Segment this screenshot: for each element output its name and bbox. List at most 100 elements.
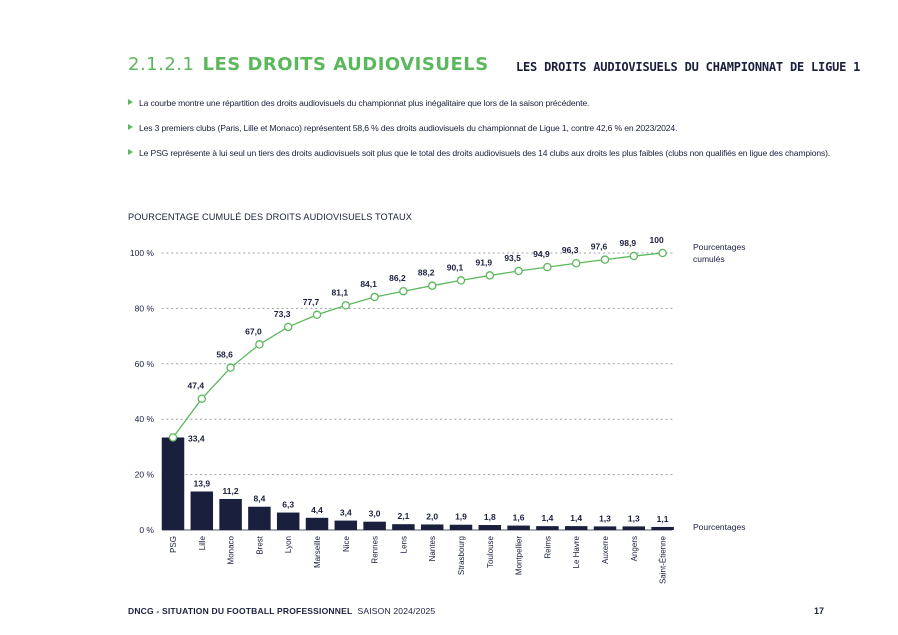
bar-value-label: 1,4	[570, 513, 582, 523]
cumulative-point	[283, 322, 293, 332]
bar	[507, 525, 530, 530]
bullet-text: Les 3 premiers clubs (Paris, Lille et Mo…	[139, 123, 678, 133]
category-label: Marseille	[313, 535, 322, 568]
bar	[161, 437, 185, 530]
cumulative-value-label: 81,1	[332, 287, 349, 297]
bar	[392, 524, 415, 530]
y-tick-label: 0 %	[139, 525, 154, 535]
bullet-text: Le PSG représente à lui seul un tiers de…	[139, 148, 831, 158]
cumulative-value-label: 96,3	[562, 245, 579, 255]
bar-value-label: 1,9	[455, 512, 467, 522]
category-label: Nice	[342, 535, 351, 552]
category-label: Toulouse	[486, 535, 495, 568]
bar	[651, 526, 674, 530]
y-tick-label: 80 %	[135, 303, 155, 313]
bar	[536, 526, 559, 530]
category-label: Lens	[399, 536, 408, 553]
bar	[248, 506, 271, 530]
cumulative-point	[399, 286, 408, 296]
cumulative-point	[658, 248, 667, 258]
bar	[564, 526, 588, 530]
bar-value-label: 2,0	[426, 511, 438, 521]
section-number: 2.1.2.1	[128, 54, 195, 75]
cumulative-point	[514, 266, 523, 276]
section-title: 2.1.2.1 LES DROITS AUDIOVISUELS	[128, 54, 489, 75]
bullet-item: La courbe montre une répartition des dro…	[128, 98, 830, 123]
bar-value-label: 11,2	[223, 486, 239, 496]
bullet-list: La courbe montre une répartition des dro…	[128, 98, 830, 173]
bar-value-label: 1,6	[513, 513, 525, 523]
bullet-text: La courbe montre une répartition des dro…	[139, 98, 590, 108]
bullet-arrow-icon	[128, 149, 133, 155]
bar	[305, 517, 329, 530]
bar	[219, 498, 242, 530]
chart-heading: LES DROITS AUDIOVISUELS DU CHAMPIONNAT D…	[516, 60, 861, 74]
cumulative-value-label: 67,0	[245, 326, 262, 336]
cumulative-value-label: 93,5	[504, 253, 521, 263]
bar	[593, 526, 617, 530]
bar-value-label: 2,1	[397, 511, 409, 521]
legend-bar-label: Pourcentages	[693, 522, 745, 532]
cumulative-value-label: 77,7	[303, 297, 320, 307]
cumulative-value-label: 58,6	[216, 350, 233, 360]
category-label: Nantes	[428, 536, 437, 561]
cumulative-line	[172, 252, 663, 438]
category-label: Lyon	[284, 536, 293, 553]
cumulative-point	[600, 255, 610, 264]
category-label: Reims	[543, 536, 552, 559]
category-label: Monaco	[227, 535, 236, 564]
cumulative-value-label: 91,9	[476, 257, 493, 267]
bar	[622, 526, 646, 530]
category-label: PSG	[169, 536, 178, 553]
cumulative-value-label: 100	[650, 235, 664, 245]
bar-value-label: 1,1	[657, 514, 669, 524]
bar	[276, 512, 300, 530]
footer-season: SAISON 2024/2025	[357, 606, 436, 616]
cumulative-value-label: 73,3	[274, 309, 291, 319]
cumulative-point	[571, 258, 581, 268]
category-label: Montpellier	[515, 536, 524, 575]
bar-value-label: 1,3	[599, 513, 611, 523]
bar	[420, 524, 444, 530]
page-number: 17	[814, 606, 825, 616]
legend-line-label: Pourcentages	[693, 242, 745, 252]
bar	[449, 524, 473, 530]
bar-value-label: 1,8	[484, 512, 496, 522]
cumulative-point	[456, 276, 466, 285]
category-label: Rennes	[371, 536, 380, 564]
chart-subtitle: POURCENTAGE CUMULÉ DES DROITS AUDIOVISUE…	[128, 212, 412, 222]
cumulative-point	[485, 271, 495, 280]
bullet-item: Le PSG représente à lui seul un tiers de…	[128, 148, 830, 173]
bar-value-label: 4,4	[311, 505, 323, 515]
cumulative-value-label: 98,9	[620, 238, 637, 248]
cumulative-value-label: 47,4	[188, 381, 205, 391]
category-label: Lille	[198, 535, 207, 550]
category-label: Strasbourg	[457, 536, 466, 575]
category-label: Le Havre	[572, 535, 581, 568]
bullet-arrow-icon	[128, 124, 133, 130]
cumulative-point	[543, 262, 552, 272]
cumulative-point	[427, 281, 437, 290]
cumulative-point	[226, 363, 235, 372]
cumulative-point	[255, 340, 264, 349]
bar-value-label: 1,3	[628, 513, 640, 523]
category-label: Saint-Étienne	[659, 535, 668, 584]
bar	[334, 520, 358, 530]
footer-publication: DNCG - SITUATION DU FOOTBALL PROFESSIONN…	[128, 606, 353, 616]
bar-value-label: 6,3	[282, 500, 294, 510]
y-tick-label: 20 %	[135, 470, 155, 480]
bar	[478, 525, 502, 530]
bullet-arrow-icon	[128, 99, 133, 105]
cumulative-point	[168, 433, 178, 442]
cumulative-value-label: 88,2	[418, 268, 435, 278]
y-tick-label: 40 %	[135, 414, 155, 424]
bar-value-label: 8,4	[253, 494, 265, 504]
bar-value-label: 1,4	[541, 513, 553, 523]
bar-value-label: 3,0	[369, 509, 381, 519]
bullet-item: Les 3 premiers clubs (Paris, Lille et Mo…	[128, 123, 830, 148]
category-label: Brest	[255, 535, 264, 554]
cumulative-value-label: 97,6	[591, 242, 608, 252]
bar	[363, 521, 386, 530]
bar-value-label: 33,4	[188, 433, 205, 443]
cumulative-point	[197, 394, 207, 403]
